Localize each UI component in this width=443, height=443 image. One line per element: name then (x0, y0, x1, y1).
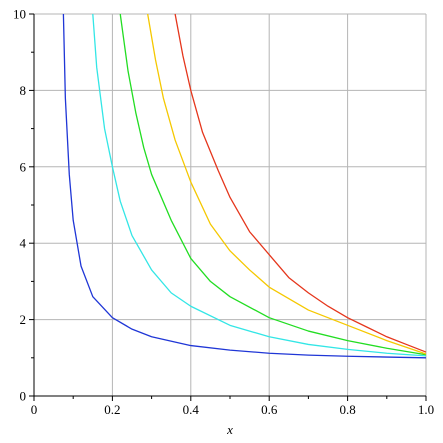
series-group (62, 13, 427, 359)
tick-labels: 0 0.2 0.4 0.6 0.8 1.0 0 2 4 6 8 10 (13, 7, 434, 418)
y-tick-label: 10 (13, 7, 26, 22)
x-tick-label: 1.0 (418, 402, 434, 417)
grid (34, 13, 427, 396)
series-line-3 (119, 13, 427, 356)
series-line-2 (92, 13, 427, 357)
y-tick-label: 2 (20, 312, 27, 327)
x-tick-label: 0.6 (261, 402, 278, 417)
x-tick-label: 0 (31, 402, 38, 417)
series-line-4 (147, 13, 427, 355)
x-tick-label: 0.8 (339, 402, 355, 417)
series-line-1 (62, 13, 427, 359)
y-tick-label: 4 (20, 236, 27, 251)
y-tick-label: 6 (20, 159, 27, 174)
y-tick-label: 0 (20, 389, 27, 404)
x-tick-label: 0.2 (104, 402, 120, 417)
series-line-5 (174, 13, 427, 353)
axes (29, 13, 427, 401)
x-tick-label: 0.4 (183, 402, 200, 417)
y-tick-label: 8 (20, 83, 27, 98)
x-axis-label: x (226, 422, 233, 437)
